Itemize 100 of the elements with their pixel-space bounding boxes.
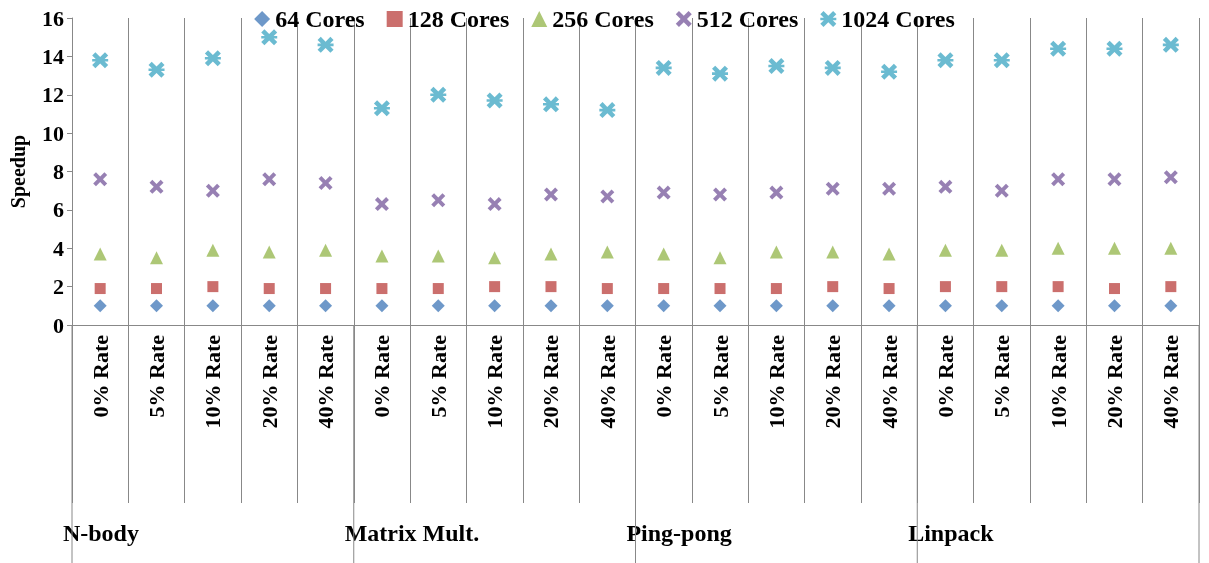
point	[1108, 283, 1120, 295]
x-tick-label: 10% Rate	[200, 334, 226, 429]
point	[1164, 241, 1178, 255]
point	[94, 283, 106, 295]
text: Linpack	[908, 520, 995, 546]
point	[882, 299, 896, 313]
y-tick-label: 2	[53, 274, 64, 300]
point	[319, 299, 333, 313]
point	[486, 92, 503, 109]
point	[825, 181, 840, 196]
x-tick-label: 0% Rate	[369, 334, 395, 418]
point	[374, 197, 389, 212]
point	[204, 50, 221, 67]
point	[1052, 281, 1064, 293]
point	[262, 299, 276, 313]
x-tick-label: 20% Rate	[256, 334, 282, 429]
point	[770, 283, 782, 295]
point	[543, 187, 558, 202]
x-tick-label: 10% Rate	[482, 334, 508, 429]
point	[769, 299, 783, 313]
point	[150, 299, 164, 313]
point	[826, 299, 840, 313]
y-tick-label: 6	[53, 197, 64, 223]
point	[376, 283, 388, 295]
point	[149, 179, 164, 194]
point	[656, 185, 671, 200]
point	[939, 281, 951, 293]
point	[489, 281, 501, 293]
y-axis-title: Speedup	[7, 134, 30, 209]
point	[994, 183, 1009, 198]
point	[1051, 299, 1065, 313]
point	[938, 179, 953, 194]
point	[938, 299, 952, 313]
point	[1107, 172, 1122, 187]
point	[375, 299, 389, 313]
point	[938, 243, 952, 257]
point	[883, 283, 895, 295]
point	[657, 247, 671, 261]
point	[769, 185, 784, 200]
point	[658, 283, 670, 295]
point	[996, 281, 1008, 293]
point	[601, 283, 613, 295]
x-tick-label: 20% Rate	[538, 334, 564, 429]
point	[151, 283, 163, 295]
point	[827, 281, 839, 293]
x-tick-label: 40% Rate	[594, 334, 620, 429]
point	[995, 243, 1009, 257]
point	[207, 281, 219, 293]
point	[430, 86, 447, 103]
y-tick-label: 12	[42, 82, 64, 108]
text: Ping-pong	[626, 520, 732, 546]
point	[1106, 40, 1123, 57]
x-tick-label: 5% Rate	[989, 334, 1015, 418]
y-tick-label: 14	[42, 43, 64, 69]
x-tick-label: 0% Rate	[651, 334, 677, 418]
x-tick-label: 10% Rate	[1045, 334, 1071, 429]
point	[826, 245, 840, 259]
y-tick-label: 10	[42, 120, 64, 146]
text: Matrix Mult.	[344, 520, 480, 546]
point	[995, 299, 1009, 313]
point	[488, 299, 502, 313]
point	[150, 251, 164, 265]
point	[1051, 241, 1065, 255]
point	[714, 283, 726, 295]
point	[206, 243, 220, 257]
legend-label: 1024 Cores	[841, 6, 955, 32]
point	[882, 247, 896, 261]
point	[713, 187, 728, 202]
y-tick-label: 4	[53, 235, 64, 261]
point	[488, 251, 502, 265]
point	[93, 299, 107, 313]
point	[431, 193, 446, 208]
point	[205, 183, 220, 198]
legend-label: 256 Cores	[552, 6, 654, 32]
point	[1051, 172, 1066, 187]
point	[544, 299, 558, 313]
point	[206, 299, 220, 313]
x-tick-label: 40% Rate	[313, 334, 339, 429]
point	[431, 249, 445, 263]
point	[262, 245, 276, 259]
x-tick-label: 10% Rate	[763, 334, 789, 429]
x-tick-label: 40% Rate	[876, 334, 902, 429]
legend-label: 128 Cores	[407, 6, 510, 32]
point	[487, 197, 502, 212]
point	[319, 243, 333, 257]
point	[769, 245, 783, 259]
point	[93, 247, 107, 261]
point	[713, 251, 727, 265]
x-tick-label: 0% Rate	[932, 334, 958, 418]
x-tick-label: 5% Rate	[707, 334, 733, 418]
point	[657, 299, 671, 313]
point	[1164, 299, 1178, 313]
point	[263, 283, 275, 295]
x-tick-label: 0% Rate	[87, 334, 113, 418]
point	[93, 172, 108, 187]
x-tick-label: 20% Rate	[820, 334, 846, 429]
point	[882, 181, 897, 196]
point	[375, 249, 389, 263]
point	[262, 172, 277, 187]
x-tick-label: 40% Rate	[1158, 334, 1184, 429]
